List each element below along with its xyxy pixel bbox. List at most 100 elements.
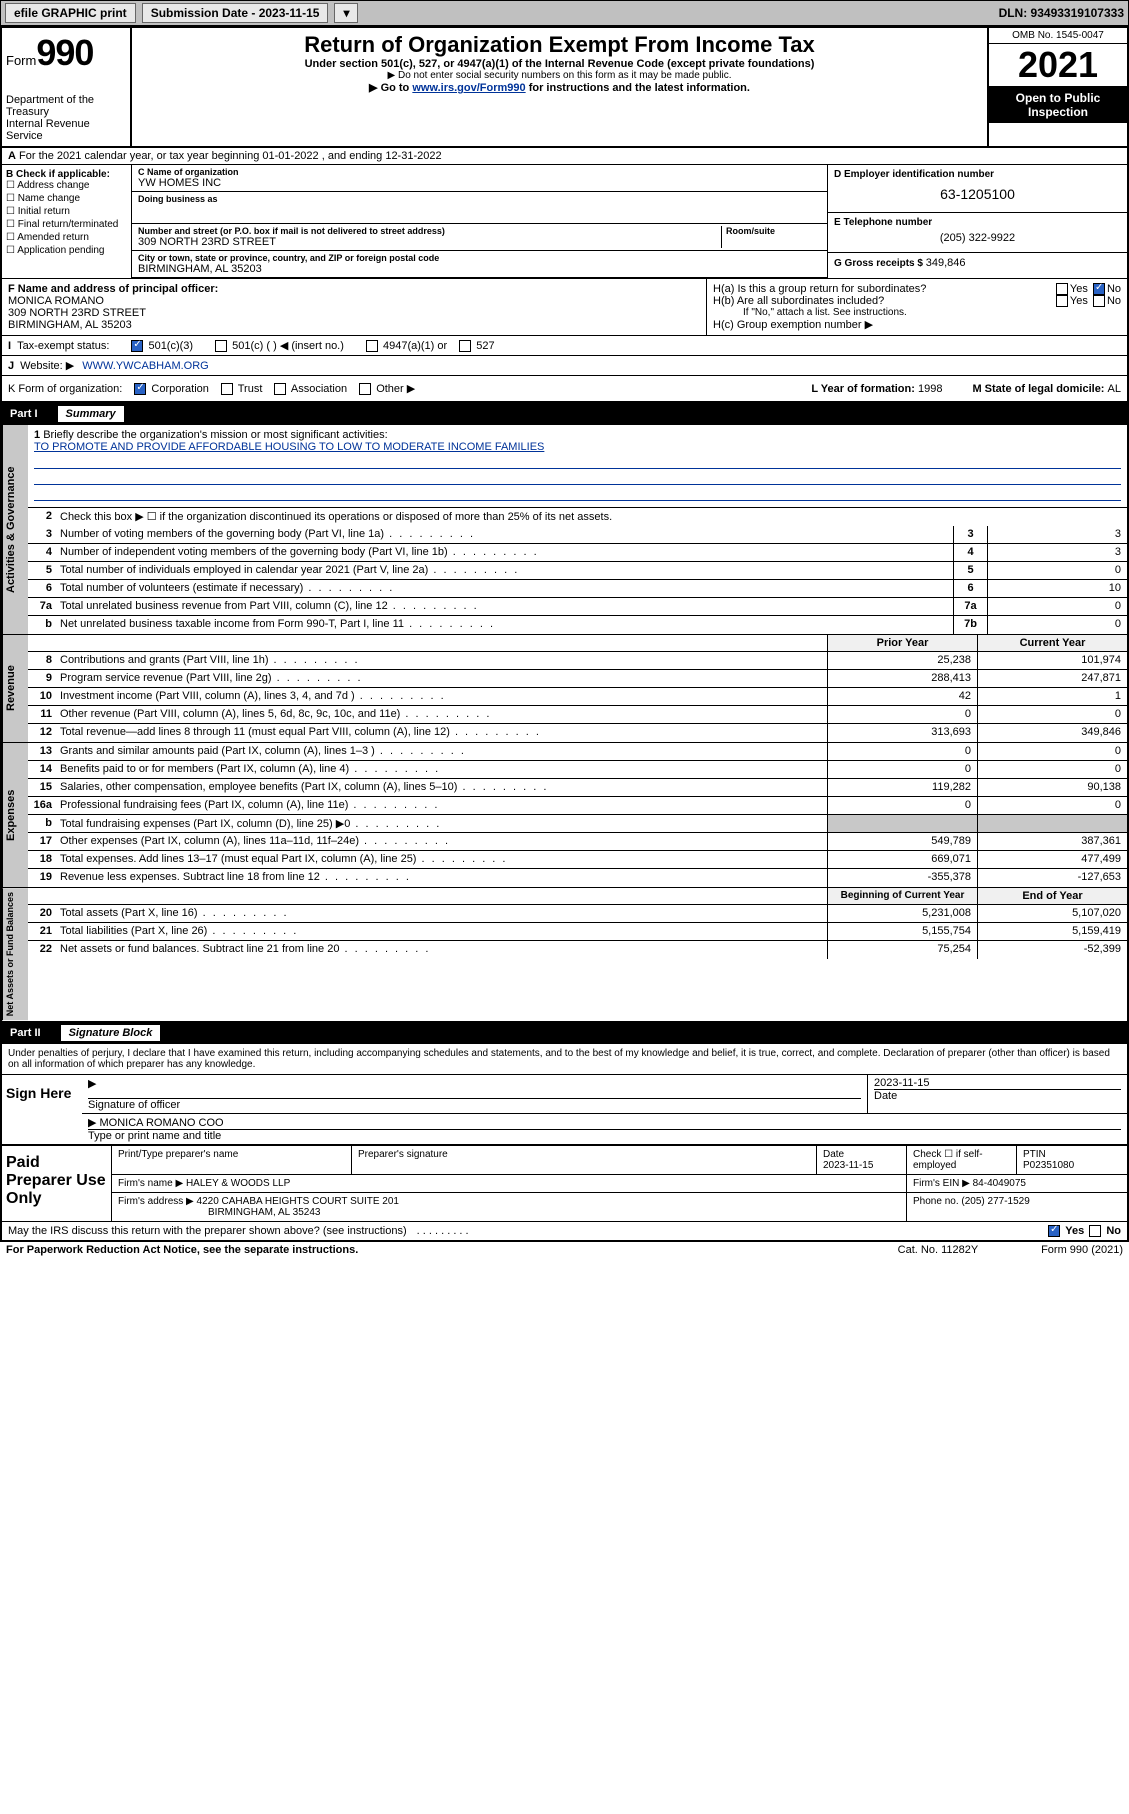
ein-value: 63-1205100 [834,180,1121,208]
ptin-value: P02351080 [1023,1160,1121,1171]
netassets-line: 20Total assets (Part X, line 16)5,231,00… [28,905,1127,923]
527-checkbox[interactable] [459,340,471,352]
expense-line: 13Grants and similar amounts paid (Part … [28,743,1127,761]
expense-line: 14Benefits paid to or for members (Part … [28,761,1127,779]
b-label: B Check if applicable: [6,169,127,180]
expenses-section: Expenses 13Grants and similar amounts pa… [2,743,1127,888]
open-to-public: Open to Public Inspection [989,87,1127,123]
form-title: Return of Organization Exempt From Incom… [138,32,981,58]
bottom-footer: For Paperwork Reduction Act Notice, see … [0,1242,1129,1258]
hb-yes-checkbox[interactable] [1056,295,1068,307]
trust-checkbox[interactable] [221,383,233,395]
dept-label: Department of the Treasury [6,94,126,118]
firm-addr1: 4220 CAHABA HEIGHTS COURT SUITE 201 [197,1196,399,1207]
expense-line: 15Salaries, other compensation, employee… [28,779,1127,797]
chk-amended[interactable]: Amended return [6,232,127,243]
summary-line: 5Total number of individuals employed in… [28,562,1127,580]
summary-line: 4Number of independent voting members of… [28,544,1127,562]
chk-name[interactable]: Name change [6,193,127,204]
paid-preparer-label: Paid Preparer Use Only [2,1146,112,1221]
group-return-section: H(a) Is this a group return for subordin… [707,279,1127,335]
room-label: Room/suite [726,226,821,236]
checkbox-column: B Check if applicable: Address change Na… [2,165,132,278]
m-label: M State of legal domicile: [972,383,1107,395]
chk-pending[interactable]: Application pending [6,245,127,256]
chk-initial[interactable]: Initial return [6,206,127,217]
ha-label: H(a) Is this a group return for subordin… [713,283,926,295]
501c-checkbox[interactable] [215,340,227,352]
right-info-column: D Employer identification number 63-1205… [827,165,1127,278]
summary-line: 7aTotal unrelated business revenue from … [28,598,1127,616]
form-header: Form990 Department of the Treasury Inter… [2,28,1127,148]
officer-name-title: MONICA ROMANO COO [88,1116,1121,1129]
expense-line: 16aProfessional fundraising fees (Part I… [28,797,1127,815]
dba-label: Doing business as [138,194,821,204]
4947-checkbox[interactable] [366,340,378,352]
city-label: City or town, state or province, country… [138,253,821,263]
expenses-side-label: Expenses [2,743,28,887]
firm-ein-label: Firm's EIN ▶ [913,1178,970,1189]
expense-line: 19Revenue less expenses. Subtract line 1… [28,869,1127,887]
org-name: YW HOMES INC [138,177,821,189]
header-mid: Return of Organization Exempt From Incom… [132,28,987,146]
ha-yes-checkbox[interactable] [1056,283,1068,295]
501c3-checkbox[interactable] [131,340,143,352]
website-value[interactable]: WWW.YWCABHAM.ORG [82,360,209,372]
dropdown-arrow[interactable]: ▾ [334,3,358,23]
line1-label: Briefly describe the organization's miss… [43,429,387,441]
part2-label: Part II [10,1027,41,1039]
prep-date-value: 2023-11-15 [823,1160,900,1171]
governance-section: Activities & Governance 1 Briefly descri… [2,425,1127,635]
hb-label: H(b) Are all subordinates included? [713,295,884,307]
ptin-label: PTIN [1023,1149,1121,1160]
street-address: 309 NORTH 23RD STREET [138,236,721,248]
row-k: K Form of organization: Corporation Trus… [2,375,1127,403]
begin-year-header: Beginning of Current Year [827,888,977,904]
hc-label: H(c) Group exemption number ▶ [713,318,1121,331]
paperwork-notice: For Paperwork Reduction Act Notice, see … [6,1244,358,1256]
ha-no-checkbox[interactable] [1093,283,1105,295]
irs-discuss-question: May the IRS discuss this return with the… [8,1225,407,1237]
officer-addr1: 309 NORTH 23RD STREET [8,307,700,319]
l-label: L Year of formation: [811,383,918,395]
dln-label: DLN: 93493319107333 [999,6,1124,20]
paid-preparer-section: Paid Preparer Use Only Print/Type prepar… [2,1144,1127,1221]
part2-title: Signature Block [61,1025,161,1041]
revenue-line: 11Other revenue (Part VIII, column (A), … [28,706,1127,724]
netassets-section: Net Assets or Fund Balances Beginning of… [2,888,1127,1021]
form-990-container: Form990 Department of the Treasury Inter… [0,26,1129,1242]
sign-here-row: Sign Here Signature of officer 2023-11-1… [2,1074,1127,1144]
c-label: C Name of organization [138,167,821,177]
revenue-line: 12Total revenue—add lines 8 through 11 (… [28,724,1127,742]
efile-button[interactable]: efile GRAPHIC print [5,3,136,23]
part-2-header: Part II Signature Block [2,1022,1127,1044]
firm-phone-label: Phone no. [913,1196,959,1207]
other-checkbox[interactable] [359,383,371,395]
assoc-checkbox[interactable] [274,383,286,395]
hb-no-checkbox[interactable] [1093,295,1105,307]
revenue-line: 9Program service revenue (Part VIII, lin… [28,670,1127,688]
chk-address[interactable]: Address change [6,180,127,191]
city-state-zip: BIRMINGHAM, AL 35203 [138,263,821,275]
irs-link[interactable]: www.irs.gov/Form990 [412,82,525,94]
phone-value: (205) 322-9922 [834,228,1121,248]
g-label: G Gross receipts $ [834,258,926,269]
part1-label: Part I [10,408,38,420]
netassets-side-label: Net Assets or Fund Balances [2,888,28,1020]
expense-line: 17Other expenses (Part IX, column (A), l… [28,833,1127,851]
chk-final[interactable]: Final return/terminated [6,219,127,230]
firm-phone: (205) 277-1529 [961,1196,1029,1207]
section-b: B Check if applicable: Address change Na… [2,165,1127,278]
tax-year: 2021 [989,44,1127,87]
corp-checkbox[interactable] [134,383,146,395]
netassets-line: 21Total liabilities (Part X, line 26)5,1… [28,923,1127,941]
irs-discuss-row: May the IRS discuss this return with the… [2,1221,1127,1240]
hb-note: If "No," attach a list. See instructions… [713,307,1121,318]
firm-name: HALEY & WOODS LLP [186,1178,290,1189]
prior-year-header: Prior Year [827,635,977,651]
form-number: 990 [36,32,93,73]
org-info-column: C Name of organization YW HOMES INC Doin… [132,165,827,278]
discuss-no-checkbox[interactable] [1089,1225,1101,1237]
firm-addr-label: Firm's address ▶ [118,1196,194,1207]
discuss-yes-checkbox[interactable] [1048,1225,1060,1237]
